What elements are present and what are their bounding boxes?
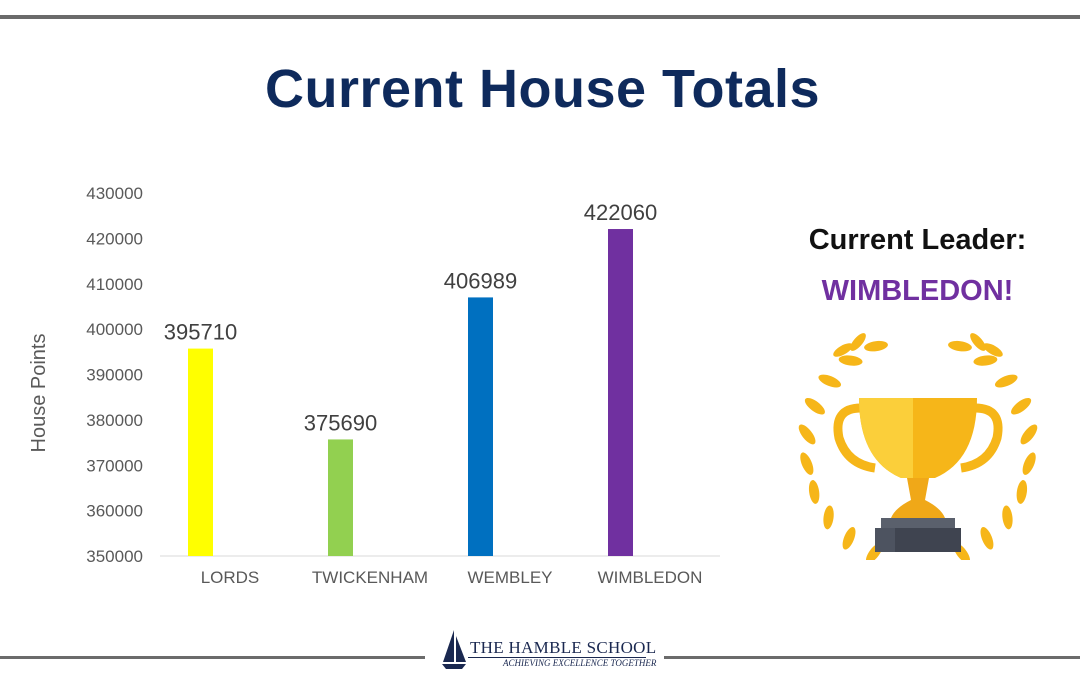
category-label-wembley: WEMBLEY <box>467 568 552 587</box>
laurel-leaf <box>833 343 853 357</box>
leader-title: Current Leader: <box>808 224 1027 256</box>
laurel-leaf <box>970 333 986 351</box>
bar-wimbledon <box>608 229 633 556</box>
laurel-leaf <box>1016 480 1028 504</box>
category-labels-group: LORDS TWICKENHAM WEMBLEY WIMBLEDON <box>201 568 703 587</box>
laurel-wreath-icon <box>798 333 1038 560</box>
laurel-leaf <box>994 374 1018 388</box>
y-tick-label: 360000 <box>86 502 143 521</box>
trophy-cup <box>833 398 1003 552</box>
laurel-leaf <box>850 333 866 351</box>
laurel-leaf <box>804 397 825 415</box>
trophy-icon <box>798 333 1038 560</box>
laurel-leaf <box>838 355 863 366</box>
top-rule <box>0 15 1080 19</box>
bar-wembley <box>468 297 493 556</box>
laurel-leaf <box>980 526 994 550</box>
school-name: THE HAMBLE SCHOOL <box>470 638 657 657</box>
bottom-rule-left <box>0 656 425 659</box>
logo-divider <box>468 657 646 658</box>
laurel-leaf <box>1022 452 1036 475</box>
laurel-leaf <box>1011 397 1032 415</box>
laurel-leaf <box>808 480 820 504</box>
category-label-lords: LORDS <box>201 568 260 587</box>
laurel-leaf <box>1002 505 1013 530</box>
data-label-twickenham: 375690 <box>304 410 377 435</box>
sailboat-logo-icon <box>442 630 466 669</box>
bar-twickenham <box>328 439 353 556</box>
y-tick-label: 410000 <box>86 275 143 294</box>
bars-group <box>188 229 633 556</box>
laurel-leaf <box>948 340 972 352</box>
house-points-chart: House Points 350000 360000 370000 380000 390… <box>28 184 720 587</box>
laurel-leaf <box>864 340 888 352</box>
category-label-wimbledon: WIMBLEDON <box>598 568 703 587</box>
y-axis-ticks: 350000 360000 370000 380000 390000 400000 4100… <box>86 184 143 566</box>
data-labels-group: 395710 375690 406989 422060 <box>164 200 657 435</box>
data-label-lords: 395710 <box>164 320 237 345</box>
laurel-leaf <box>973 355 998 366</box>
laurel-leaf <box>798 424 816 445</box>
category-label-twickenham: TWICKENHAM <box>312 568 428 587</box>
y-tick-label: 420000 <box>86 229 143 248</box>
laurel-leaf <box>823 505 834 530</box>
page-title: Current House Totals <box>264 59 821 119</box>
laurel-leaf <box>818 374 842 388</box>
laurel-leaf <box>983 343 1003 357</box>
laurel-leaf <box>1020 424 1038 445</box>
data-label-wimbledon: 422060 <box>584 200 657 225</box>
school-logo: THE HAMBLE SCHOOL ACHIEVING EXCELLENCE T… <box>440 628 660 672</box>
y-tick-label: 380000 <box>86 411 143 430</box>
y-tick-label: 370000 <box>86 456 143 475</box>
leader-name: WIMBLEDON! <box>821 275 1014 307</box>
y-tick-label: 430000 <box>86 184 143 203</box>
y-tick-label: 350000 <box>86 547 143 566</box>
bottom-rule-right <box>664 656 1080 659</box>
y-tick-label: 400000 <box>86 320 143 339</box>
data-label-wembley: 406989 <box>444 268 517 293</box>
y-axis-label: House Points <box>28 334 50 453</box>
bar-lords <box>188 348 213 556</box>
school-tagline: ACHIEVING EXCELLENCE TOGETHER <box>503 658 657 668</box>
laurel-leaf <box>800 452 814 475</box>
laurel-leaf <box>842 526 856 550</box>
y-tick-label: 390000 <box>86 366 143 385</box>
